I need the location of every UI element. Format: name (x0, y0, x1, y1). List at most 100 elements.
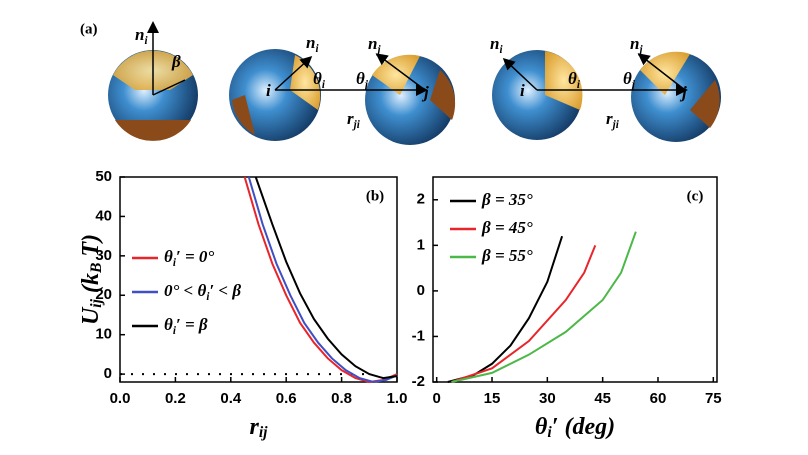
diagram-label: β (171, 52, 181, 71)
diagram-label-part: n (306, 33, 315, 52)
diagram-label-part: i (144, 35, 148, 47)
legend-label-part: β = 55° (481, 246, 533, 265)
y-tick-label: 0 (104, 365, 112, 382)
y-axis-label-part: B (88, 263, 105, 274)
legend-label-part: i (173, 325, 177, 337)
y-axis-label-part: ij (88, 298, 105, 307)
y-tick-label: 50 (95, 168, 112, 185)
diagram-label-part: θ (313, 69, 322, 88)
diagram-label-part: i (315, 43, 319, 55)
legend-label-part: i (173, 257, 177, 269)
legend-label: 0° < θi′ < β (164, 281, 241, 303)
legend-label: θi′ = 0° (164, 247, 214, 269)
series-line (254, 176, 398, 380)
diagram-label-part: j (630, 79, 636, 91)
x-tick-label: 1.0 (387, 390, 408, 407)
plot-frame (119, 176, 398, 383)
x-axis-label-part: ′ (deg) (552, 414, 615, 440)
legend-label-part: ′ = β (176, 315, 208, 334)
x-tick-label: 0 (433, 390, 441, 407)
diagram-label-part: r (347, 109, 354, 128)
diagram-label: ni (306, 33, 319, 55)
x-tick-label: 30 (539, 390, 556, 407)
diagram-label-part: n (135, 25, 144, 44)
legend-label-part: ′ = 0° (176, 247, 214, 266)
diagram-label: θj (623, 69, 636, 91)
diagram-label-part: n (630, 34, 639, 53)
diagram-label-part: θ (356, 69, 365, 88)
diagram-label-part: θ (568, 69, 577, 88)
x-axis-label-part: θ (535, 414, 548, 440)
diagram-label-part: i (577, 79, 581, 91)
diagram-label-part: j (375, 44, 381, 56)
y-tick-label: 2 (417, 191, 425, 208)
x-tick-label: 15 (484, 390, 501, 407)
x-tick-label: 75 (705, 390, 722, 407)
diagram-label-part: j (679, 83, 687, 102)
panel-label: (b) (366, 188, 384, 204)
diagram-label: ni (490, 34, 503, 56)
y-tick-label: 10 (95, 326, 112, 343)
legend-label: β = 45° (481, 218, 533, 237)
diagram-label-part: i (322, 79, 326, 91)
x-tick-label: 60 (650, 390, 667, 407)
diagram-label: nj (630, 34, 643, 56)
diagram-label: nj (368, 34, 381, 56)
series-line (451, 244, 597, 383)
diagram-label: j (679, 83, 687, 102)
spheres (108, 49, 721, 145)
x-axis-label-part: r (249, 414, 259, 440)
x-axis-label: θi′ (deg) (535, 414, 615, 441)
x-tick-label: 0.4 (220, 390, 242, 407)
legend-label-part: i (206, 291, 210, 303)
x-tick-label: 0.2 (165, 390, 186, 407)
x-axis-label-part: i (547, 424, 552, 441)
diagram-label-part: i (266, 81, 271, 100)
diagram-label-part: j (363, 79, 369, 91)
panel-label: (a) (80, 21, 98, 37)
diagram-label-part: j (421, 83, 429, 102)
legend-label: β = 35° (481, 190, 533, 209)
diagram-label: j (421, 83, 429, 102)
diagram-label: θj (356, 69, 369, 91)
x-tick-label: 0.6 (276, 390, 297, 407)
y-axis-label-part: T) (78, 234, 104, 263)
diagram-label: rji (347, 109, 361, 131)
x-tick-label: 0.8 (331, 390, 352, 407)
y-tick-label: 0 (417, 282, 425, 299)
x-tick-label: 0.0 (110, 390, 131, 407)
diagram-label-part: ji (611, 119, 620, 131)
diagram-label: i (266, 81, 271, 100)
diagram-label-part: r (606, 109, 613, 128)
diagram-label: θi (313, 69, 326, 91)
diagram-label-part: n (368, 34, 377, 53)
legend-label: θi′ = β (164, 315, 208, 337)
diagram-label: ni (135, 25, 148, 47)
x-tick-label: 45 (594, 390, 611, 407)
diagram-label-part: i (499, 44, 503, 56)
diagram-label-part: ji (352, 119, 361, 131)
y-axis-label-part: (k (78, 273, 104, 299)
series-line (451, 231, 637, 383)
diagram-label-part: θ (623, 69, 632, 88)
legend-label-part: θ (164, 315, 173, 334)
y-tick-label: -1 (412, 327, 425, 344)
diagram-label-part: i (520, 81, 525, 100)
legend-label-part: β = 45° (481, 218, 533, 237)
diagram-label-part: j (637, 44, 643, 56)
x-axis-label-part: ij (259, 424, 268, 441)
legend-label: β = 55° (481, 246, 533, 265)
y-tick-label: 40 (95, 207, 112, 224)
legend-label-part: β = 35° (481, 190, 533, 209)
legend-label-part: 0° < θ (164, 281, 206, 300)
legend-label-part: θ (164, 247, 173, 266)
y-axis-label: Uij (kB T) (78, 234, 105, 325)
diagram-label-part: n (490, 34, 499, 53)
x-axis-label: rij (249, 414, 268, 441)
diagram-label-part: β (171, 52, 181, 71)
legend-label-part: ′ < β (209, 281, 241, 300)
diagram-label: θi (568, 69, 581, 91)
y-tick-label: 30 (95, 247, 112, 264)
